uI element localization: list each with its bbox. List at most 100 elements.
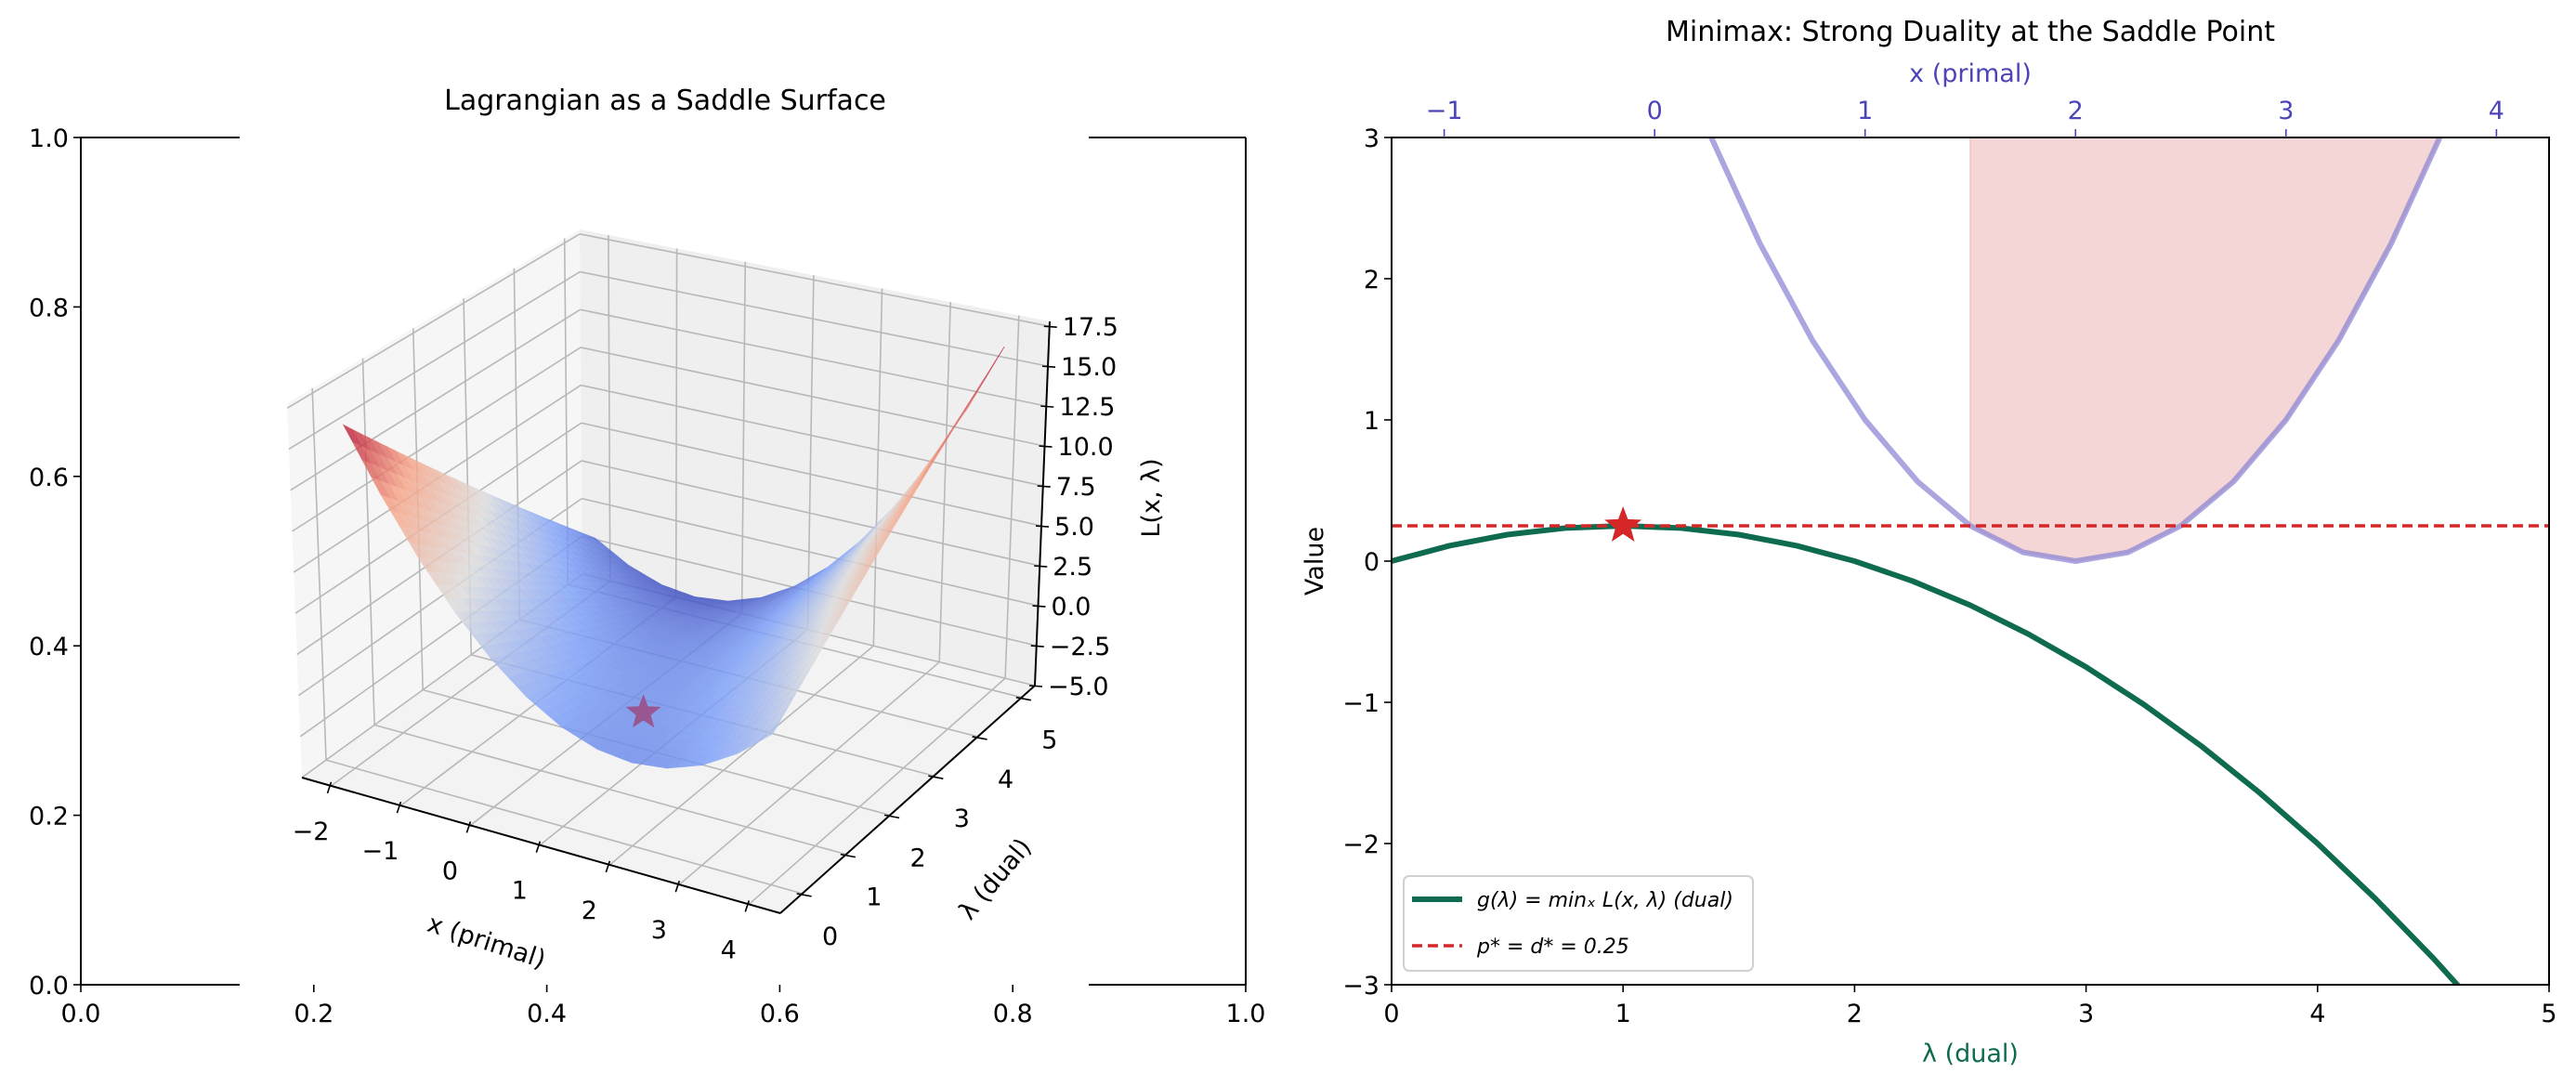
x-tick-label: 0.0 — [61, 1000, 101, 1028]
x-tick-label: −2 — [293, 818, 330, 846]
x-tick-label: 3 — [651, 916, 667, 945]
x-tick-mark — [605, 860, 611, 873]
x-axis-label: x (primal) — [424, 909, 549, 975]
x-tick-mark — [396, 801, 402, 814]
back-gridline — [581, 384, 1043, 487]
left-gridline — [288, 270, 581, 451]
saddle-point-star-marker — [625, 694, 661, 728]
y-tick-label: 0.8 — [29, 294, 69, 322]
L-tick-mark — [1040, 405, 1054, 408]
L-tick-mark — [1037, 485, 1051, 488]
y-tick-label: 3 — [1364, 124, 1380, 153]
lambda-tick-label: 4 — [998, 765, 1013, 794]
lambda-tick-mark — [840, 853, 856, 858]
back-gridline — [1004, 315, 1020, 679]
lambda-tick-label: 1 — [866, 883, 882, 912]
x-tick-label: −1 — [362, 837, 399, 866]
lambda-tick-mark — [883, 814, 900, 819]
L-tick-mark — [1039, 445, 1053, 448]
y-tick-label: 0.6 — [29, 464, 69, 492]
left-chart-title: Lagrangian as a Saddle Surface — [444, 85, 886, 117]
lambda-tick-mark — [972, 736, 987, 740]
L-tick-mark — [1030, 645, 1044, 648]
back-gridline — [740, 261, 747, 614]
back-gridline — [674, 248, 678, 597]
x-tick-label: 4 — [721, 936, 737, 964]
legend-frame — [1403, 875, 1754, 972]
x-tick-label: 2 — [582, 896, 597, 925]
left-gridline — [361, 358, 375, 726]
L-tick-label: 17.5 — [1063, 313, 1118, 342]
L-tick-label: −5.0 — [1048, 673, 1109, 701]
background-2d-axes: 0.0 0.2 0.4 0.6 0.8 1.0 0.0 0.2 0.4 0.6 0.8 1.0 — [29, 124, 1265, 1028]
L-tick-label: 5.0 — [1054, 513, 1094, 542]
back-gridline — [872, 288, 883, 647]
back-gridline — [582, 497, 1039, 607]
dual-function-curve — [1392, 523, 2462, 985]
x-tick-mark — [326, 781, 333, 794]
legend: g(λ) = minₓ L(x, λ) (dual) p* = d* = 0.2… — [1403, 875, 1754, 972]
x-tick-label: 0 — [1383, 1000, 1399, 1028]
y-tick-label: 1.0 — [29, 124, 69, 153]
legend-optimum-label: p* = d* = 0.25 — [1476, 936, 1629, 959]
L-tick-label: 12.5 — [1059, 393, 1115, 422]
lambda-tick-mark — [796, 893, 812, 897]
y-tick-label: 0.2 — [29, 803, 69, 831]
x-tick-label: 0.2 — [294, 1000, 333, 1028]
x-tick-label: 1 — [512, 877, 528, 906]
lambda-tick-label: 5 — [1041, 726, 1057, 755]
back-gridline — [580, 308, 1047, 407]
saddle-surface — [342, 346, 1005, 769]
L-tick-mark — [1028, 685, 1043, 687]
plot-data-layer — [1392, 137, 2549, 985]
top-x-tick-label: 2 — [2068, 97, 2084, 125]
y-axis-label: Value — [1301, 527, 1329, 595]
lambda-tick-mark — [1015, 696, 1031, 701]
back-gridline — [581, 460, 1040, 567]
x-tick-label: 5 — [2541, 1000, 2556, 1028]
L-tick-label: 0.0 — [1052, 593, 1092, 622]
left-gridline — [290, 308, 582, 491]
L-tick-mark — [1032, 605, 1046, 608]
top-x-axis-label: x (primal) — [1909, 59, 2032, 88]
L-tick-mark — [1034, 565, 1048, 568]
right-panel: 0 1 2 3 4 5 −3 −2 −1 0 1 2 3 −1 0 1 2 3 4 Minimax: Strong … — [1301, 16, 2557, 1068]
x-tick-label: 4 — [2309, 1000, 2325, 1028]
infeasible-shaded-region — [1969, 137, 2441, 562]
L-tick-mark — [1043, 325, 1057, 328]
lambda-axis-label: λ (dual) — [953, 833, 1038, 926]
right-chart-title: Minimax: Strong Duality at the Saddle Po… — [1666, 16, 2275, 48]
top-x-tick-label: 4 — [2489, 97, 2504, 125]
L-tick-label: 2.5 — [1053, 553, 1092, 582]
L-tick-mark — [1035, 525, 1050, 528]
top-x-tick-label: 1 — [1857, 97, 1873, 125]
y-tick-label: −1 — [1342, 689, 1380, 718]
x-tick-label: 0.4 — [527, 1000, 567, 1028]
back-gridline — [608, 235, 611, 582]
x-tick-label: 0.6 — [760, 1000, 800, 1028]
floor-gridline — [373, 724, 847, 856]
lambda-tick-label: 0 — [822, 922, 838, 951]
x-tick-label: 0.8 — [993, 1000, 1033, 1028]
back-gridline — [580, 347, 1045, 447]
x-tick-mark — [465, 821, 472, 833]
y-tick-label: −3 — [1342, 972, 1380, 1001]
y-tick-label: 1 — [1364, 407, 1380, 436]
L-axis-line — [1034, 321, 1051, 687]
back-gridline — [581, 422, 1042, 527]
x-tick-label: 1 — [1615, 1000, 1631, 1028]
x-tick-mark — [744, 900, 751, 912]
primal-curve — [1707, 137, 2443, 564]
left-gridline — [292, 347, 582, 532]
left-panel: 0.0 0.2 0.4 0.6 0.8 1.0 0.0 0.2 0.4 0.6 0.8 1.0 −2 −… — [29, 85, 1265, 1028]
x-axis-label: λ (dual) — [1922, 1040, 2019, 1068]
L-tick-label: −2.5 — [1050, 633, 1111, 661]
top-x-tick-label: 3 — [2278, 97, 2294, 125]
lambda-tick-label: 2 — [910, 844, 926, 872]
L-axis-label: L(x, λ) — [1137, 458, 1166, 537]
back-gridline — [806, 275, 815, 630]
x-tick-label: 1.0 — [1226, 1000, 1266, 1028]
x-axis-line — [301, 777, 781, 914]
x-tick-label: 3 — [2078, 1000, 2094, 1028]
